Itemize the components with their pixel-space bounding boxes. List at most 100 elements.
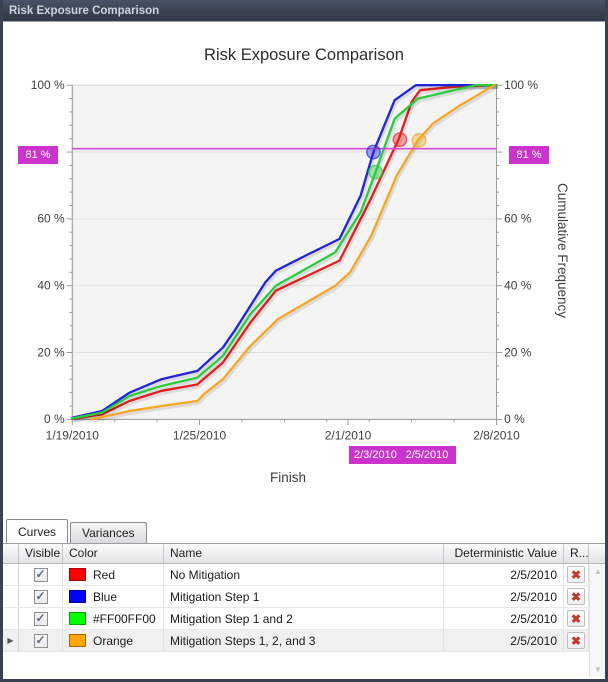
- curves-grid: Visible Color Name Deterministic Value R... …: [3, 543, 605, 679]
- curve-name-cell[interactable]: No Mitigation: [164, 564, 444, 585]
- visible-checkbox[interactable]: ✓: [33, 610, 48, 626]
- delete-curve-button[interactable]: ✖: [567, 610, 585, 627]
- color-cell[interactable]: Blue: [63, 586, 164, 607]
- series-line-orange[interactable]: [90, 84, 496, 421]
- tab-strip: Curves Variances: [3, 518, 605, 543]
- series-shadow: [92, 86, 497, 424]
- color-swatch: [69, 590, 86, 603]
- table-row[interactable]: ✓ #FF00FF00 Mitigation Step 1 and 2 2/5/201…: [3, 608, 605, 630]
- row-selector-cell[interactable]: [3, 586, 19, 607]
- x-tick-label: 1/19/2010: [46, 428, 100, 442]
- series-line-red[interactable]: [71, 84, 498, 420]
- table-row[interactable]: ▶ ✓ Orange Mitigation Steps 1, 2, and 3 2/5/…: [3, 630, 605, 652]
- tab-variances[interactable]: Variances: [70, 522, 147, 543]
- visible-checkbox[interactable]: ✓: [33, 588, 48, 604]
- visible-checkbox[interactable]: ✓: [33, 567, 48, 582]
- color-name: Red: [93, 567, 116, 582]
- annotation-right-percent-label[interactable]: 81 %: [509, 146, 549, 164]
- curves-panel: Curves Variances Visible Color Name Determin…: [3, 518, 605, 679]
- checkbox-check-icon: ✓: [35, 632, 46, 647]
- annotation-date-label-right[interactable]: 2/5/2010: [398, 446, 456, 464]
- delete-curve-button[interactable]: ✖: [567, 566, 585, 583]
- x-tick-label: 2/1/2010: [325, 428, 372, 442]
- series-shadow: [73, 86, 498, 423]
- deterministic-value-cell[interactable]: 2/5/2010: [444, 608, 564, 629]
- color-name: Blue: [93, 589, 118, 604]
- visible-checkbox[interactable]: ✓: [33, 632, 48, 648]
- column-header-visible[interactable]: Visible: [19, 544, 63, 563]
- color-name: Orange: [93, 633, 134, 648]
- checkbox-check-icon: ✓: [35, 610, 46, 625]
- color-cell[interactable]: Orange: [63, 630, 164, 651]
- visible-cell: ✓: [19, 586, 63, 607]
- remove-cell: ✖: [564, 608, 589, 629]
- column-header-deterministic-value[interactable]: Deterministic Value: [444, 544, 564, 563]
- chart-title: Risk Exposure Comparison: [204, 46, 404, 64]
- window-titlebar[interactable]: Risk Exposure Comparison: [3, 0, 605, 22]
- column-header-color[interactable]: Color: [63, 544, 164, 563]
- annotation-date-label-left[interactable]: 2/3/2010: [349, 446, 398, 464]
- curve-name-cell[interactable]: Mitigation Step 1 and 2: [164, 608, 444, 629]
- series-shadow: [73, 86, 498, 423]
- visible-cell: ✓: [19, 630, 63, 651]
- y-tick-label-left: 20 %: [37, 345, 65, 359]
- color-cell[interactable]: Red: [63, 564, 164, 585]
- row-selector-cell[interactable]: [3, 608, 19, 629]
- y-tick-label-right: 0 %: [504, 412, 525, 426]
- crossing-marker-red[interactable]: [392, 132, 408, 148]
- color-cell[interactable]: #FF00FF00: [63, 608, 164, 629]
- y-tick-label-right: 100 %: [504, 78, 538, 92]
- color-swatch: [69, 634, 86, 647]
- tab-curves[interactable]: Curves: [6, 519, 69, 543]
- column-header-row-selector[interactable]: [3, 544, 19, 563]
- y-tick-label-left: 60 %: [37, 212, 65, 226]
- table-row[interactable]: ✓ Red No Mitigation 2/5/2010 ✖: [3, 564, 605, 586]
- crossing-marker-blue[interactable]: [366, 144, 381, 160]
- x-tick-label: 1/25/2010: [173, 428, 227, 442]
- remove-cell: ✖: [564, 564, 589, 585]
- delete-curve-button[interactable]: ✖: [567, 588, 585, 605]
- scroll-down-icon[interactable]: ▼: [594, 665, 602, 674]
- row-selector-arrow-icon[interactable]: ▶: [3, 630, 19, 651]
- curve-name-cell[interactable]: Mitigation Steps 1, 2, and 3: [164, 630, 444, 651]
- color-name: #FF00FF00: [93, 611, 156, 626]
- remove-cell: ✖: [564, 630, 589, 651]
- y-tick-label-left: 40 %: [37, 279, 65, 293]
- color-swatch: [69, 612, 86, 625]
- color-swatch: [69, 568, 86, 581]
- crossing-marker-ff00ff00[interactable]: [368, 164, 383, 180]
- grid-header-row: Visible Color Name Deterministic Value R...: [3, 544, 605, 564]
- column-header-r---[interactable]: R...: [564, 544, 589, 563]
- window-title: Risk Exposure Comparison: [9, 5, 160, 17]
- y-tick-label-left: 0 %: [44, 412, 65, 426]
- deterministic-value-cell[interactable]: 2/5/2010: [444, 564, 564, 585]
- curve-name-cell[interactable]: Mitigation Step 1: [164, 586, 444, 607]
- x-axis-title: Finish: [269, 470, 306, 485]
- crossing-marker-orange[interactable]: [411, 132, 427, 148]
- x-tick-label: 2/8/2010: [473, 428, 520, 442]
- row-selector-cell[interactable]: [3, 564, 19, 585]
- series-shadow: [73, 86, 498, 422]
- plot-area: [71, 84, 497, 420]
- visible-cell: ✓: [19, 608, 63, 629]
- column-header-name[interactable]: Name: [164, 544, 444, 563]
- series-line-blue[interactable]: [71, 84, 498, 419]
- table-row[interactable]: ✓ Blue Mitigation Step 1 2/5/2010 ✖: [3, 586, 605, 608]
- checkbox-check-icon: ✓: [35, 588, 46, 603]
- deterministic-value-cell[interactable]: 2/5/2010: [444, 586, 564, 607]
- deterministic-value-cell[interactable]: 2/5/2010: [444, 630, 564, 651]
- y-tick-label-right: 20 %: [504, 345, 532, 359]
- series-line-ff00ff00[interactable]: [71, 84, 498, 420]
- y-axis-title: Cumulative Frequency: [555, 183, 570, 319]
- visible-cell: ✓: [19, 564, 63, 585]
- cumulative-frequency-chart: 0 % 0 % 20 % 20 % 40 % 40 % 60 % 60 % 100 % 100 %…: [31, 78, 539, 442]
- scroll-up-icon[interactable]: ▲: [594, 567, 602, 576]
- y-tick-label-right: 40 %: [504, 279, 532, 293]
- remove-cell: ✖: [564, 586, 589, 607]
- delete-curve-button[interactable]: ✖: [567, 632, 585, 649]
- annotation-left-percent-label[interactable]: 81 %: [18, 146, 58, 164]
- grid-vertical-scrollbar[interactable]: ▲ ▼: [589, 565, 605, 677]
- y-tick-label-left: 100 %: [31, 78, 65, 92]
- y-tick-label-right: 60 %: [504, 212, 532, 226]
